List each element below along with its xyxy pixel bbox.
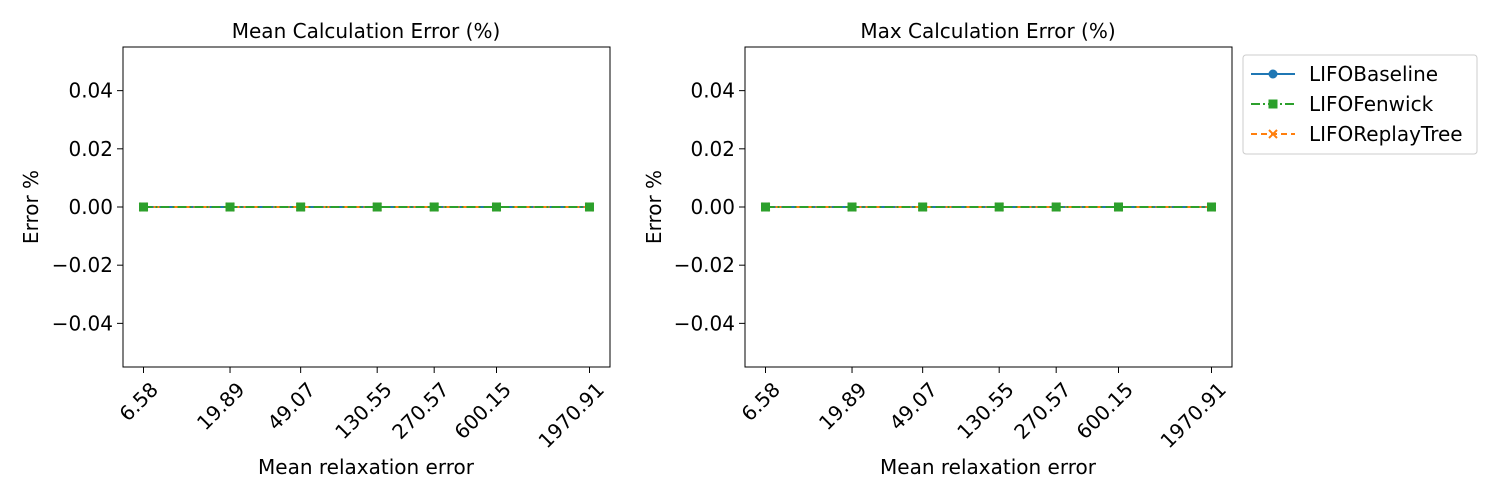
data-point <box>429 202 439 212</box>
x-tick-label: 49.07 <box>263 377 320 434</box>
series-layer <box>760 202 1217 212</box>
data-point <box>994 202 1004 212</box>
y-axis: 0.04 0.02 0.00 −0.02 −0.04 <box>52 79 123 335</box>
series-layer <box>138 202 595 212</box>
x-axis-label: Mean relaxation error <box>258 455 475 479</box>
data-point <box>847 202 857 212</box>
x-tick-label: 6.58 <box>736 377 784 425</box>
legend-entry-lifofenwick: LIFOFenwick <box>1251 92 1434 116</box>
data-point <box>372 202 382 212</box>
data-point <box>225 202 235 212</box>
circle-marker-icon <box>1268 69 1278 79</box>
x-tick-label: 600.15 <box>449 377 515 443</box>
legend-entry-lifoReplaytree: LIFOReplayTree <box>1251 122 1463 146</box>
y-axis: 0.04 0.02 0.00 −0.02 −0.04 <box>674 79 745 335</box>
chart-mean-error: Mean Calculation Error (%) 0.04 0.02 0.00 −… <box>19 19 611 479</box>
x-tick-label: 1970.91 <box>1155 377 1230 452</box>
data-point <box>139 202 149 212</box>
y-tick-label: 0.04 <box>68 79 113 103</box>
legend-label: LIFOFenwick <box>1309 92 1434 116</box>
data-point <box>761 202 771 212</box>
y-tick-label: 0.02 <box>68 137 113 161</box>
x-axis-label: Mean relaxation error <box>880 455 1097 479</box>
square-marker-icon <box>1268 99 1278 109</box>
x-tick-label: 49.07 <box>885 377 942 434</box>
y-tick-label: −0.02 <box>674 253 735 277</box>
x-tick-label: 19.89 <box>814 377 871 434</box>
data-point <box>918 202 928 212</box>
y-tick-label: 0.02 <box>690 137 735 161</box>
chart-title: Mean Calculation Error (%) <box>232 19 501 43</box>
x-tick-label: 130.55 <box>330 377 396 443</box>
data-point <box>491 202 501 212</box>
legend-label: LIFOReplayTree <box>1309 122 1463 146</box>
legend: LIFOBaseline LIFOFenwick LIFOReplayTree <box>1242 54 1478 155</box>
x-tick-label: 600.15 <box>1071 377 1137 443</box>
y-tick-label: 0.00 <box>690 195 735 219</box>
x-tick-label: 1970.91 <box>533 377 608 452</box>
data-point <box>1113 202 1123 212</box>
x-marker-icon <box>1268 129 1278 139</box>
y-tick-label: 0.00 <box>68 195 113 219</box>
legend-entry-lifobaseline: LIFOBaseline <box>1251 62 1438 86</box>
x-tick-label: 270.57 <box>387 377 453 443</box>
x-tick-label: 19.89 <box>192 377 249 434</box>
x-tick-label: 130.55 <box>952 377 1018 443</box>
legend-label: LIFOBaseline <box>1309 62 1438 86</box>
y-axis-label: Error % <box>19 170 43 244</box>
data-point <box>584 202 594 212</box>
data-point <box>1051 202 1061 212</box>
y-axis-label: Error % <box>642 170 666 244</box>
y-tick-label: −0.04 <box>52 311 113 335</box>
legend-frame <box>1242 54 1478 155</box>
x-tick-label: 6.58 <box>114 377 162 425</box>
data-point <box>296 202 306 212</box>
chart-max-error: Max Calculation Error (%) 0.04 0.02 0.00 −0… <box>642 19 1233 479</box>
y-tick-label: −0.04 <box>674 311 735 335</box>
chart-title: Max Calculation Error (%) <box>860 19 1115 43</box>
data-point <box>1206 202 1216 212</box>
y-tick-label: −0.02 <box>52 253 113 277</box>
x-tick-label: 270.57 <box>1009 377 1075 443</box>
y-tick-label: 0.04 <box>690 79 735 103</box>
